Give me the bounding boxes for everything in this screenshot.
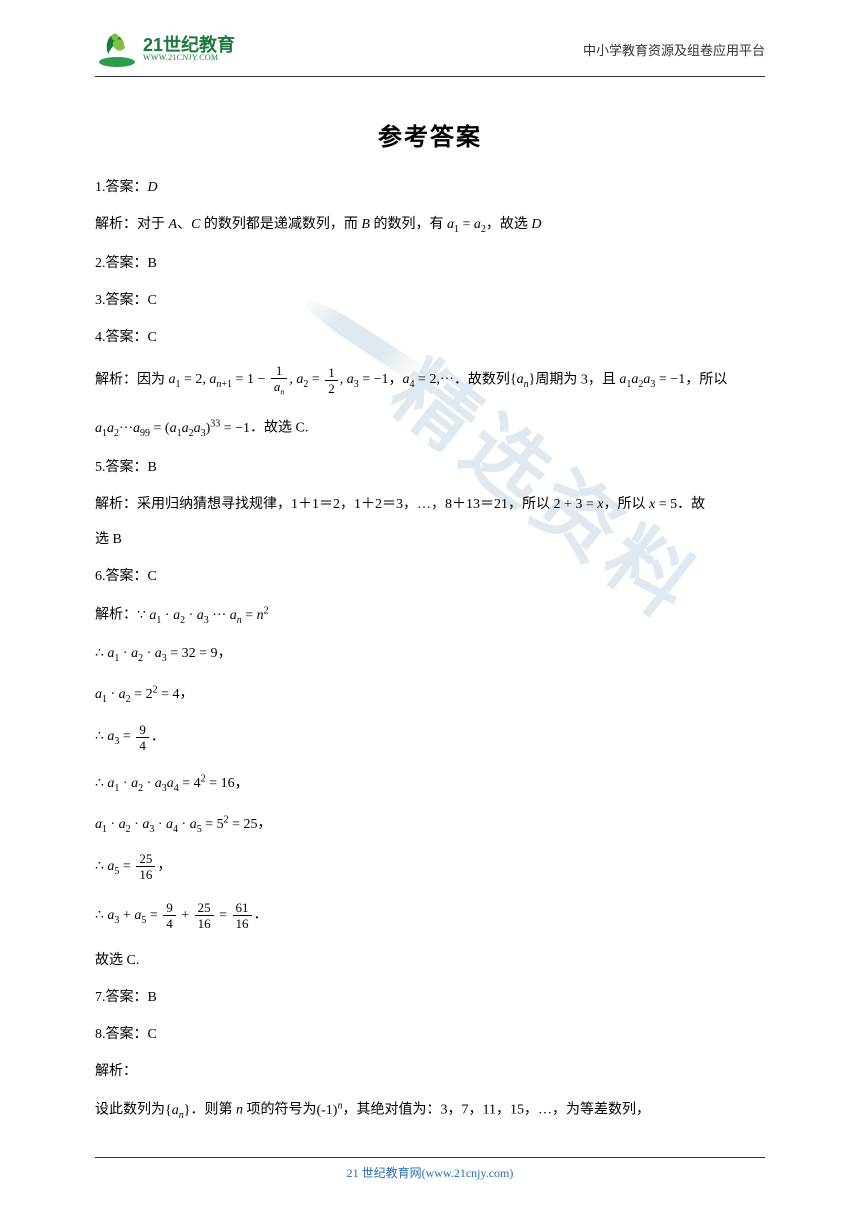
- math-expr: ∴ a3 = 94: [95, 729, 151, 744]
- math-expr: (-1)n: [316, 1103, 342, 1118]
- header: 21世纪教育 WWW.21CNJY.COM 中小学教育资源及组卷应用平台: [95, 30, 765, 77]
- analysis-4b: a1a2···a99 = (a1a2a3)33 = −1．故选 C.: [95, 416, 765, 440]
- text: ，故选: [486, 217, 532, 232]
- text: 周期为 3，且: [535, 372, 619, 387]
- text: ，: [179, 687, 193, 702]
- text: ，: [218, 646, 232, 661]
- text: n: [236, 1103, 243, 1118]
- page-title: 参考答案: [95, 117, 765, 152]
- answer-7: 7.答案：B: [95, 987, 765, 1008]
- text: ，所以: [604, 497, 646, 512]
- text: 解析：因为: [95, 372, 169, 387]
- text: 的数列，有: [370, 217, 447, 232]
- text: C: [191, 217, 200, 232]
- text: ．故: [677, 497, 705, 512]
- logo-sub-text: WWW.21CNJY.COM: [143, 54, 235, 62]
- header-subtitle: 中小学教育资源及组卷应用平台: [583, 40, 765, 59]
- page: 21世纪教育 WWW.21CNJY.COM 中小学教育资源及组卷应用平台 参考答…: [0, 0, 860, 1123]
- analysis-1: 解析：对于 A、C 的数列都是递减数列，而 B 的数列，有 a1 = a2，故选…: [95, 214, 765, 237]
- analysis-8b: 设此数列为{an}．则第 n 项的符号为(-1)n，其绝对值为：3，7，11，1…: [95, 1098, 765, 1122]
- text: 项的符号为: [243, 1103, 317, 1118]
- answer-2: 2.答案：B: [95, 253, 765, 274]
- text: ．故选 C.: [250, 421, 308, 436]
- math-expr: a1 = a2: [447, 217, 486, 232]
- text: 解析：: [95, 608, 137, 623]
- math-expr: ∴ a1 · a2 · a3 = 32 = 9: [95, 646, 218, 661]
- answer-4: 4.答案：C: [95, 327, 765, 348]
- text: 解析：对于: [95, 217, 169, 232]
- answer-6: 6.答案：C: [95, 566, 765, 587]
- math-expr: ∴ a5 = 2516: [95, 859, 157, 874]
- math-expr: {an}: [510, 372, 535, 387]
- answer-1: 1.答案：D: [95, 177, 765, 198]
- math-expr: ∴ a3 + a5 = 94 + 2516 = 6116: [95, 908, 254, 923]
- analysis-6d: ∴ a3 = 94．: [95, 723, 765, 752]
- footer: 21 世纪教育网(www.21cnjy.com): [95, 1157, 765, 1181]
- math-expr: ∴ a1 · a2 · a3a4 = 42 = 16: [95, 776, 235, 791]
- analysis-4a: 解析：因为 a1 = 2, an+1 = 1 − 1an, a2 = 12, a…: [95, 364, 765, 397]
- analysis-6h: ∴ a3 + a5 = 94 + 2516 = 6116．: [95, 901, 765, 930]
- analysis-6b: ∴ a1 · a2 · a3 = 32 = 9，: [95, 643, 765, 666]
- text: A: [169, 217, 178, 232]
- math-expr: a4 = 2,···: [403, 372, 454, 387]
- math-expr: a1 · a2 · a3 · a4 · a5 = 52 = 25: [95, 817, 258, 832]
- math-expr: x = 5: [646, 497, 678, 512]
- footer-text-url: (www.21cnjy.com): [422, 1166, 514, 1180]
- analysis-6g: ∴ a5 = 2516，: [95, 852, 765, 881]
- analysis-6i: 故选 C.: [95, 950, 765, 971]
- text: ．故数列: [454, 372, 510, 387]
- text: 的数列都是递减数列，而: [200, 217, 361, 232]
- text: ．: [254, 908, 268, 923]
- answer-5: 5.答案：B: [95, 457, 765, 478]
- text: 1.答案：: [95, 180, 148, 195]
- math-expr: ∵ a1 · a2 · a3 ··· an = n2: [137, 608, 269, 623]
- logo-main-text: 21世纪教育: [143, 36, 235, 54]
- math-expr: a1 = 2, an+1 = 1 − 1an, a2 = 12, a3 = −1: [169, 372, 389, 387]
- analysis-5b: 选 B: [95, 529, 765, 550]
- text: ，: [157, 859, 171, 874]
- text: 设此数列为: [95, 1103, 165, 1118]
- math-expr: {an}: [165, 1103, 190, 1118]
- logo-area: 21世纪教育 WWW.21CNJY.COM: [95, 30, 235, 68]
- analysis-8a: 解析：: [95, 1061, 765, 1082]
- text: ，: [258, 817, 272, 832]
- math-expr: a1a2a3 = −1: [619, 372, 685, 387]
- text: ，所以: [685, 372, 727, 387]
- answer-value: D: [148, 180, 158, 195]
- analysis-6c: a1 · a2 = 22 = 4，: [95, 682, 765, 706]
- logo-icon: [95, 30, 137, 68]
- text: ，: [389, 372, 403, 387]
- analysis-5a: 解析：采用归纳猜想寻找规律，1＋1＝2，1＋2＝3，…，8＋13＝21，所以 2…: [95, 494, 765, 515]
- text: 解析：采用归纳猜想寻找规律，1＋1＝2，1＋2＝3，…，8＋13＝21，所以: [95, 497, 550, 512]
- answer-3: 3.答案：C: [95, 290, 765, 311]
- text: D: [531, 217, 541, 232]
- text: ．: [151, 729, 165, 744]
- text: ．则第: [190, 1103, 236, 1118]
- text: B: [361, 217, 370, 232]
- text: ，其绝对值为：3，7，11，15，…，为等差数列，: [342, 1103, 649, 1118]
- analysis-6a: 解析：∵ a1 · a2 · a3 ··· an = n2: [95, 603, 765, 627]
- analysis-6f: a1 · a2 · a3 · a4 · a5 = 52 = 25，: [95, 812, 765, 836]
- math-expr: 2 + 3 = x: [550, 497, 604, 512]
- math-expr: a1a2···a99 = (a1a2a3)33 = −1: [95, 421, 250, 436]
- text: ，: [235, 776, 249, 791]
- logo-text: 21世纪教育 WWW.21CNJY.COM: [143, 36, 235, 62]
- footer-text-cn: 21 世纪教育网: [347, 1166, 422, 1180]
- answer-8: 8.答案：C: [95, 1024, 765, 1045]
- text: 、: [177, 217, 191, 232]
- answer-body: 1.答案：D 解析：对于 A、C 的数列都是递减数列，而 B 的数列，有 a1 …: [95, 177, 765, 1123]
- analysis-6e: ∴ a1 · a2 · a3a4 = 42 = 16，: [95, 772, 765, 796]
- math-expr: a1 · a2 = 22 = 4: [95, 687, 179, 702]
